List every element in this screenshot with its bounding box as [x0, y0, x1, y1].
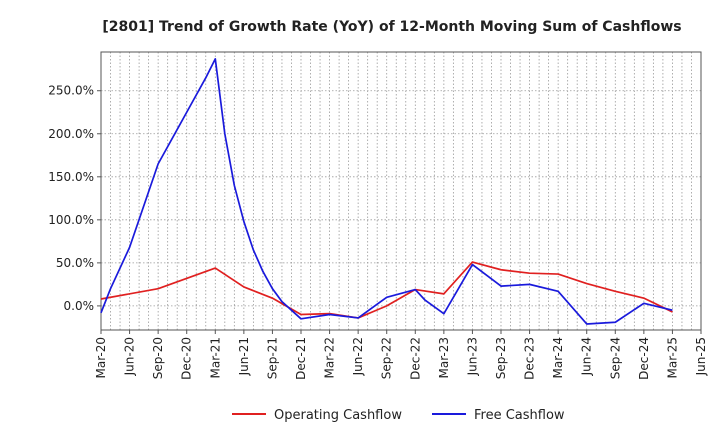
legend: Operating Cashflow Free Cashflow: [232, 408, 565, 423]
x-tick-label: Jun-20: [123, 337, 137, 376]
x-tick-label: Dec-21: [294, 337, 308, 380]
x-tick-label: Jun-25: [694, 337, 708, 376]
series-line-free-cashflow: [100, 58, 673, 325]
y-tick-label: 100.0%: [48, 213, 94, 227]
x-tick-label: Jun-23: [465, 337, 479, 376]
y-tick-label: 150.0%: [48, 170, 94, 184]
y-tick-label: 50.0%: [56, 256, 94, 270]
x-tick-label: Sep-21: [265, 337, 279, 379]
x-tick-label: Jun-24: [580, 337, 594, 376]
x-tick-label: Mar-22: [323, 337, 337, 378]
x-tick-label: Jun-21: [237, 337, 251, 376]
y-tick-label: 0.0%: [64, 299, 95, 313]
plot-area-frame: [100, 51, 702, 331]
x-tick-label: Sep-22: [380, 337, 394, 379]
x-tick-label: Dec-22: [408, 337, 422, 380]
x-tick-label: Mar-21: [208, 337, 222, 378]
x-tick-label: Mar-23: [437, 337, 451, 378]
y-tick-label: 250.0%: [48, 84, 94, 98]
x-tick-label: Mar-25: [665, 337, 679, 378]
y-tick-label: 200.0%: [48, 127, 94, 141]
series-lines: [100, 58, 673, 325]
x-tick-label: Dec-20: [180, 337, 194, 380]
x-tick-label: Mar-24: [551, 337, 565, 378]
x-tick-label: Jun-22: [351, 337, 365, 376]
x-tick-label: Sep-20: [151, 337, 165, 379]
x-tick-label: Dec-24: [637, 337, 651, 380]
chart-title: [2801] Trend of Growth Rate (YoY) of 12-…: [102, 19, 681, 35]
x-axis-ticks: Mar-20 Jun-20 Sep-20 Dec-20 Mar-21 Jun-21 Sep-…: [94, 330, 708, 380]
y-axis-ticks: 0.0% 50.0% 100.0% 150.0% 200.0% 250.0%: [48, 84, 101, 313]
x-tick-label: Mar-20: [94, 337, 108, 378]
x-tick-label: Sep-23: [494, 337, 508, 379]
legend-label-free-cashflow: Free Cashflow: [474, 408, 565, 423]
grid-lines: [101, 52, 701, 330]
x-tick-label: Dec-23: [523, 337, 537, 380]
x-tick-label: Sep-24: [608, 337, 622, 379]
legend-label-operating-cashflow: Operating Cashflow: [274, 408, 402, 423]
